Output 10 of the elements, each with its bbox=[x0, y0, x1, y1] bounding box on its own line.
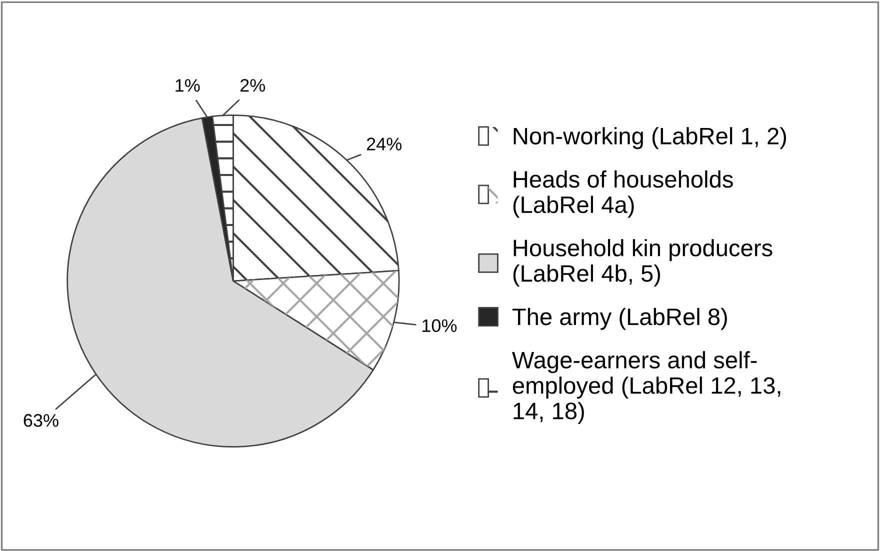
legend-label: The army (LabRel 8) bbox=[512, 308, 727, 330]
data-label: 24% bbox=[366, 138, 402, 150]
legend-label: Wage-earners and self- employed (LabRel 12, 13, 14, 18) bbox=[512, 351, 780, 424]
data-label: 10% bbox=[422, 319, 457, 332]
data-label: 2% bbox=[240, 79, 266, 92]
legend-label: Non-working (LabRel 1, 2) bbox=[514, 127, 786, 150]
legend-label: Household kin producers (LabRel 4b, 5) bbox=[513, 239, 772, 286]
data-label: 63% bbox=[24, 414, 58, 427]
legend-label: Heads of households (LabRel 4a) bbox=[513, 170, 733, 218]
data-label: 1% bbox=[176, 79, 200, 92]
